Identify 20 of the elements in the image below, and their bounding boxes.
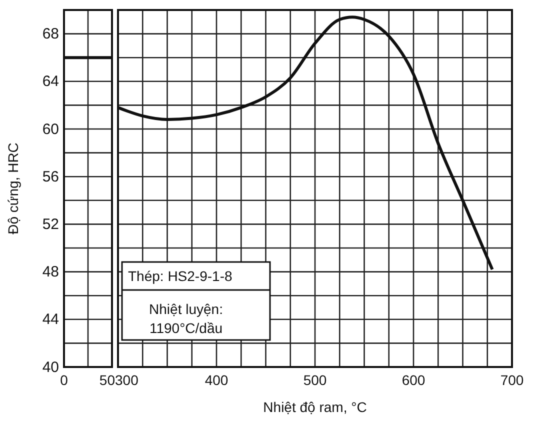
y-tick-label: 44 <box>42 311 59 328</box>
y-tick-label: 68 <box>42 26 59 43</box>
x-tick-label: 600 <box>402 372 426 388</box>
y-tick-label: 40 <box>42 358 59 376</box>
y-tick-label: 52 <box>42 216 59 233</box>
annotation: Nhiệt luyện: 1190°C/dầu <box>149 301 223 336</box>
x-tick-label: 0 <box>60 372 68 388</box>
y-axis-title: Độ cứng, HRC <box>5 142 21 234</box>
x-tick-label: 50 <box>99 372 116 388</box>
x-tick-label: 500 <box>303 372 327 388</box>
x-tick-label: 400 <box>204 372 228 388</box>
x-tick-label: 700 <box>500 372 524 388</box>
y-tick-label: 48 <box>42 264 59 281</box>
x-axis-title: Nhiệt độ ram, °C <box>263 399 367 415</box>
y-tick-label: 56 <box>42 168 59 186</box>
y-tick-label: 64 <box>42 73 59 90</box>
text-box: Thép: HS2-9-1-8 Nhiệt luyện: 1190°C/dầu <box>121 261 271 341</box>
x-tick-label: 300 <box>115 372 139 388</box>
y-tick-label: 60 <box>42 120 59 138</box>
annotation: Thép: HS2-9-1-8 <box>128 268 232 284</box>
